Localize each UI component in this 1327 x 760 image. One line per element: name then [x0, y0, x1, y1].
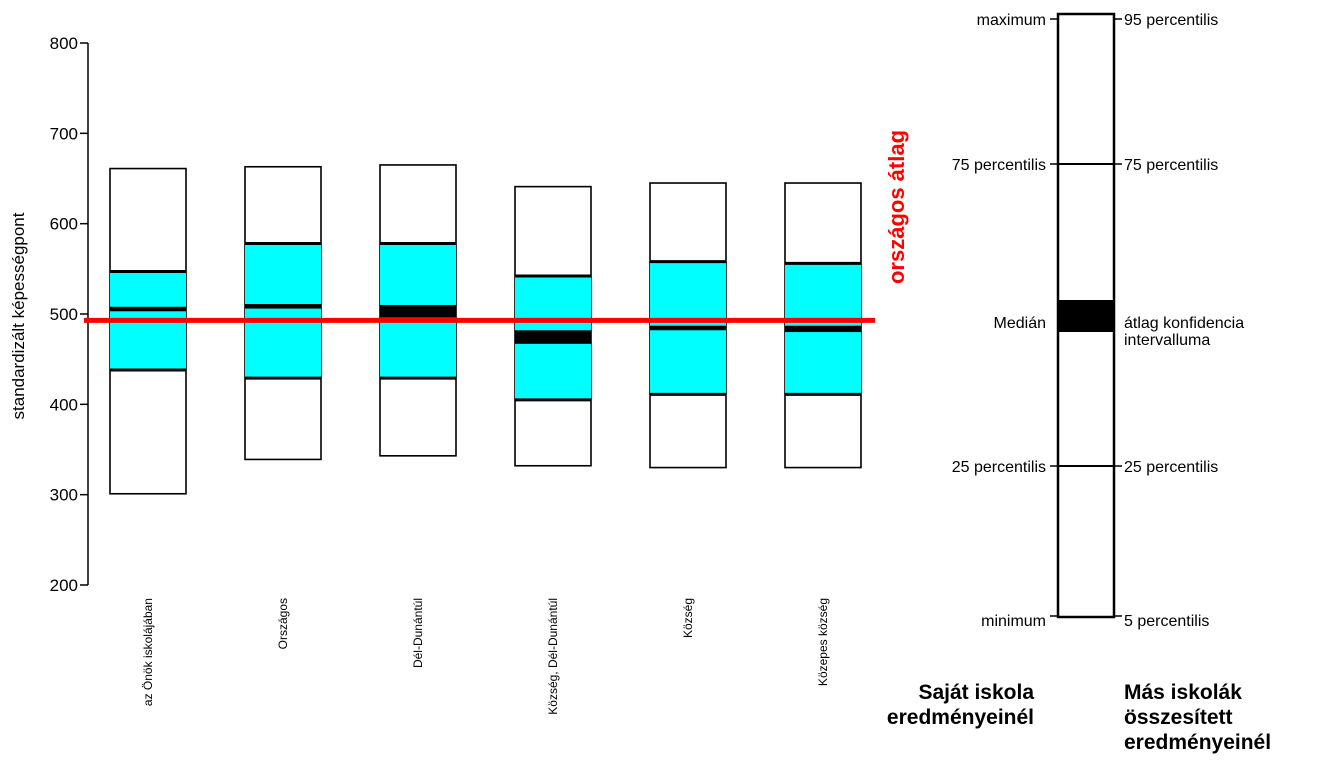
- legend-right-ci-line2: intervalluma: [1124, 332, 1210, 349]
- box-iqr: [245, 243, 321, 379]
- category-label: Község: [681, 598, 695, 638]
- category-labels: az Önök iskolájában Országos Dél-Dunántúl K…: [141, 598, 830, 715]
- y-axis: 200 300 400 500 600 700 800: [50, 34, 89, 595]
- y-tick-label: 200: [50, 576, 78, 595]
- category-label: Közepes község: [816, 598, 830, 686]
- box-ci-band: [515, 330, 591, 344]
- legend-right-ci-line1: átlag konfidencia: [1124, 315, 1244, 332]
- y-tick-label: 800: [50, 34, 78, 53]
- category-label: Országos: [276, 598, 290, 649]
- category-label: az Önök iskolájában: [141, 598, 155, 706]
- legend-ci-band: [1058, 300, 1114, 332]
- legend-left-median: Medián: [994, 315, 1046, 332]
- box-ci-band: [785, 325, 861, 333]
- category-label: Község, Dél-Dunántúl: [546, 598, 560, 715]
- y-tick-label: 500: [50, 305, 78, 324]
- legend-left-minimum: minimum: [981, 613, 1046, 630]
- legend-right-p25: 25 percentilis: [1124, 459, 1218, 476]
- legend-heading-own-line1: Saját iskola: [918, 681, 1034, 704]
- legend-right-p95: 95 percentilis: [1124, 12, 1218, 29]
- legend-heading-others-line3: eredményeinél: [1124, 731, 1271, 754]
- legend-left-maximum: maximum: [977, 12, 1046, 29]
- box-ci-band: [650, 325, 726, 331]
- y-tick-label: 700: [50, 124, 78, 143]
- y-tick-label: 300: [50, 486, 78, 505]
- y-tick-label: 400: [50, 395, 78, 414]
- legend-right-p5: 5 percentilis: [1124, 613, 1209, 630]
- national-average-label: országos átlag: [884, 130, 909, 284]
- y-axis-label: standardizált képességpont: [9, 212, 28, 419]
- boxes-group: [109, 164, 862, 495]
- legend-right-p75: 75 percentilis: [1124, 157, 1218, 174]
- y-tick-label: 600: [50, 215, 78, 234]
- legend-heading-own-line2: eredményeinél: [887, 706, 1034, 729]
- legend: maximum 75 percentilis Medián 25 percent…: [887, 12, 1271, 754]
- legend-heading-others-line1: Más iskolák: [1124, 681, 1242, 704]
- category-label: Dél-Dunántúl: [411, 598, 425, 668]
- box-ci-band: [110, 306, 186, 312]
- legend-left-p75: 75 percentilis: [952, 157, 1046, 174]
- legend-left-p25: 25 percentilis: [952, 459, 1046, 476]
- legend-heading-others-line2: összesített: [1124, 706, 1233, 729]
- box-ci-band: [245, 304, 321, 309]
- box-ci-band: [380, 304, 456, 318]
